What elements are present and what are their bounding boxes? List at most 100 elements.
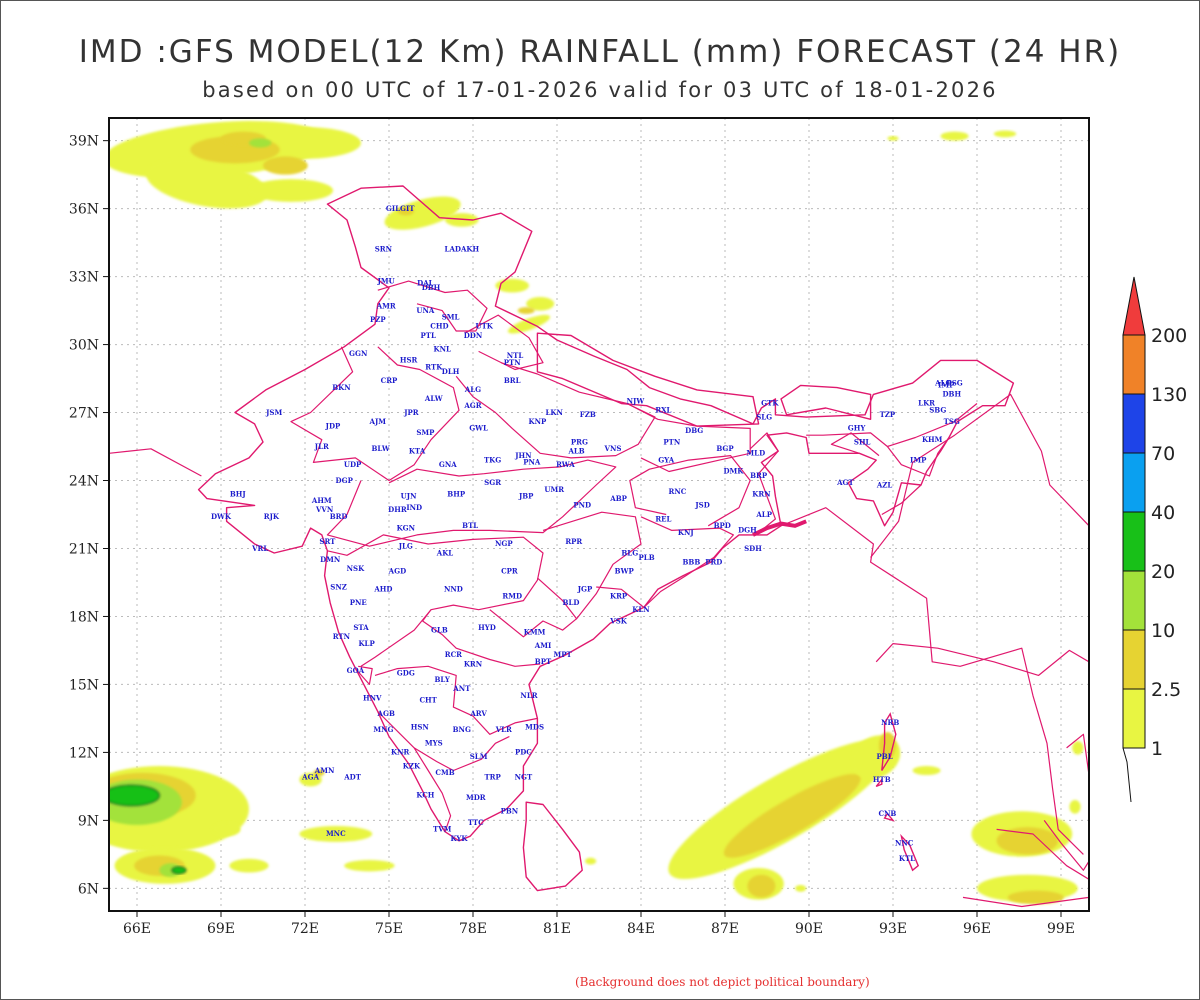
- island-boundary: [881, 712, 897, 771]
- station-label: BLD: [563, 598, 580, 607]
- station-label: CNB: [878, 809, 896, 818]
- station-label: PRD: [705, 557, 722, 566]
- station-label: PSG: [946, 378, 962, 387]
- state-boundary: [626, 402, 751, 473]
- station-label: PNE: [350, 598, 367, 607]
- station-label: PDC: [515, 748, 532, 757]
- rain-area: [445, 213, 479, 227]
- station-label: BBB: [683, 557, 701, 566]
- colorbar-label: 70: [1151, 443, 1175, 465]
- station-label: PRG: [571, 437, 588, 446]
- colorbar-label: 10: [1151, 620, 1175, 642]
- station-label: KRP: [610, 591, 628, 600]
- footer-note: (Background does not depict political bo…: [575, 975, 870, 989]
- lat-tick-label: 24N: [69, 474, 99, 490]
- station-label: MLD: [746, 449, 765, 458]
- station-label: GHY: [848, 424, 867, 433]
- colorbar-segment: [1122, 452, 1146, 513]
- station-label: HYD: [478, 623, 496, 632]
- station-label: KLP: [358, 639, 375, 648]
- station-label: VVN: [315, 505, 334, 514]
- rain-area: [249, 138, 272, 148]
- station-label: AGA: [301, 773, 319, 782]
- station-label: KNJ: [678, 528, 694, 537]
- grid-lines: [109, 118, 1089, 911]
- station-label: PND: [573, 501, 591, 510]
- state-boundary: [327, 534, 544, 667]
- station-label: DLH: [442, 367, 460, 376]
- station-label: HSN: [411, 723, 430, 732]
- colorbar-segment: [1122, 570, 1146, 631]
- station-label: SDH: [744, 544, 762, 553]
- plot-area: [109, 118, 1089, 911]
- colorbar: 1 2.5 10 20 40 70 130 200: [1122, 276, 1187, 803]
- station-label: KNL: [433, 344, 450, 353]
- station-label: PTN: [504, 358, 521, 367]
- station-label: CMB: [435, 768, 454, 777]
- station-label: VSK: [609, 616, 627, 625]
- rain-area: [912, 765, 941, 776]
- state-boundary: [354, 665, 373, 686]
- station-label: SRN: [375, 245, 393, 254]
- station-label: RTK: [425, 362, 443, 371]
- rain-area: [1072, 741, 1084, 755]
- island-boundary: [875, 777, 883, 788]
- rain-area: [313, 769, 325, 777]
- station-label: LADAKH: [445, 245, 480, 254]
- lon-tick-label: 87E: [711, 921, 739, 937]
- lon-tick-label: 72E: [291, 921, 319, 937]
- rain-area: [495, 278, 529, 293]
- station-label: AMN: [314, 766, 335, 775]
- station-label: KLN: [632, 605, 650, 614]
- rain-area: [249, 179, 333, 202]
- station-label: AZL: [876, 480, 893, 489]
- colorbar-bottom-tail: [1122, 747, 1132, 803]
- station-label: GLB: [431, 625, 448, 634]
- station-label: AKL: [436, 548, 454, 557]
- station-label: NRB: [881, 718, 899, 727]
- lat-tick-label: 39N: [69, 134, 99, 150]
- rain-area: [109, 784, 160, 807]
- station-label: RNC: [669, 487, 687, 496]
- rain-area: [747, 874, 776, 898]
- rain-area: [517, 307, 535, 314]
- station-label: AHM: [311, 496, 332, 505]
- station-label: DMK: [723, 467, 744, 476]
- station-label: KTA: [409, 446, 426, 455]
- station-label: DWK: [211, 512, 232, 521]
- country-boundary: [780, 384, 872, 420]
- state-boundary: [870, 393, 1089, 558]
- station-label: UNA: [416, 306, 435, 315]
- station-label: BWP: [615, 566, 635, 575]
- state-boundary: [377, 280, 488, 332]
- station-label: BLG: [621, 548, 638, 557]
- state-boundary: [875, 642, 1089, 677]
- station-label: AGD: [388, 566, 406, 575]
- lon-tick-label: 99E: [1047, 921, 1075, 937]
- station-label: PBN: [501, 807, 519, 816]
- station-label: GDG: [397, 668, 415, 677]
- station-label: NND: [444, 585, 463, 594]
- colorbar-segment: [1122, 629, 1146, 690]
- station-label: BHJ: [230, 489, 247, 498]
- state-boundary: [881, 484, 922, 516]
- station-label: BTL: [462, 521, 478, 530]
- station-label: MDR: [466, 793, 486, 802]
- station-label: DHR: [388, 505, 407, 514]
- station-label: IMP: [910, 455, 927, 464]
- colorbar-label: 2.5: [1151, 679, 1181, 701]
- station-label: TTC: [468, 818, 484, 827]
- map-subtitle: based on 00 UTC of 17-01-2026 valid for …: [202, 78, 998, 102]
- state-boundary: [326, 459, 617, 547]
- station-label: IMP: [938, 381, 955, 390]
- station-label: STA: [353, 623, 369, 632]
- station-label: SBG: [929, 406, 946, 415]
- station-label: RJK: [264, 512, 280, 521]
- lon-tick-label: 84E: [627, 921, 655, 937]
- axis-ticks: 66E 69E 72E 75E 78E 81E 84E 87E 90E 93E 96E 99E 39N 3…: [69, 134, 1075, 937]
- station-label: JMU: [377, 276, 395, 285]
- station-label: AMI: [534, 641, 551, 650]
- station-label: TVM: [433, 825, 452, 834]
- station-label: BKN: [332, 383, 351, 392]
- lat-tick-label: 6N: [78, 881, 99, 897]
